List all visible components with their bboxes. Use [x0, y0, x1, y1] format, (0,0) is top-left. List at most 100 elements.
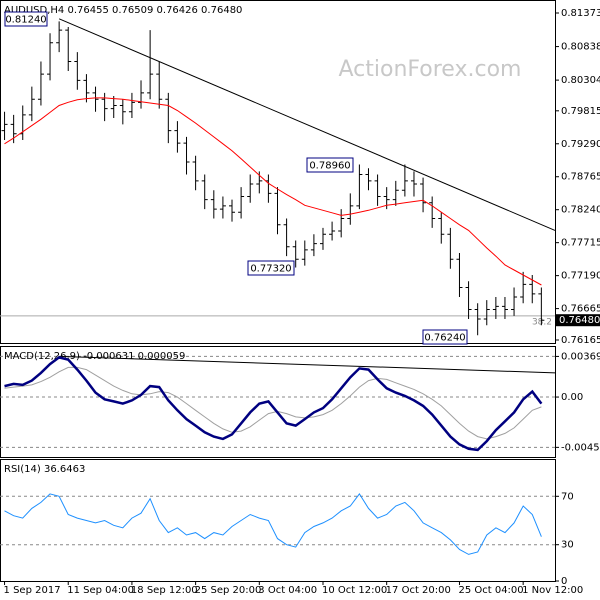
annotation: 0.81240: [5, 15, 46, 26]
y-tick-label: 0.76665: [561, 304, 600, 315]
ohlc-bar: [1, 111, 8, 141]
ohlc-bar: [420, 177, 427, 213]
y-tick-label: 0.76165: [561, 335, 600, 346]
ohlc-bar: [310, 234, 317, 257]
annotation: 0.76240: [424, 333, 465, 344]
ohlc-bar: [219, 196, 226, 219]
ohlc-bar: [92, 86, 99, 112]
last-price-label: 0.76480: [559, 315, 600, 326]
trendline: [59, 355, 556, 374]
y-tick-label: 0.77190: [561, 271, 600, 282]
rsi-panel: [0, 459, 556, 582]
ohlc-bar: [301, 240, 308, 266]
panel-title: AUDUSD,H4 0.76455 0.76509 0.76426 0.7648…: [4, 5, 242, 16]
ohlc-bar: [265, 174, 272, 203]
y-tick-label: 0.003694: [561, 351, 600, 362]
ohlc-bar: [456, 253, 463, 297]
y-tick-label: 0.78765: [561, 172, 600, 183]
x-tick-label: 10 Oct 12:00: [322, 585, 387, 596]
last-price-box: [556, 314, 600, 327]
ohlc-bar: [319, 227, 326, 250]
ohlc-bar: [483, 300, 490, 326]
annotation-box: [306, 157, 354, 173]
ohlc-bar: [474, 303, 481, 336]
ohlc-bar: [247, 174, 254, 203]
panel-title: MACD(12,26,9) -0.000631 0.000059: [4, 351, 185, 362]
ohlc-bar: [47, 33, 54, 81]
y-tick-label: -0.004574: [561, 442, 600, 453]
ohlc-bar: [138, 80, 145, 109]
ohlc-bar: [74, 52, 81, 90]
ohlc-bar: [520, 271, 527, 304]
ohlc-bar: [538, 287, 545, 326]
y-tick-label: 0: [561, 576, 567, 587]
y-tick-label: 0.00: [561, 392, 583, 403]
panel-title: RSI(14) 36.6463: [4, 464, 85, 475]
ohlc-bar: [438, 212, 445, 244]
ohlc-bar: [274, 187, 281, 235]
ohlc-bar: [410, 171, 417, 197]
ohlc-bar: [119, 99, 126, 125]
rsi-line: [4, 493, 542, 555]
x-tick-label: 3 Oct 04:00: [258, 585, 317, 596]
ohlc-bar: [110, 96, 117, 119]
ohlc-bar: [83, 74, 90, 103]
annotation-box: [422, 329, 468, 345]
ohlc-bar: [128, 92, 135, 119]
y-tick-label: 70: [561, 491, 574, 502]
fib-label: 38.2: [532, 317, 552, 327]
annotation-box: [247, 260, 295, 276]
moving-average: [4, 97, 542, 286]
x-tick-label: 17 Oct 20:00: [386, 585, 451, 596]
y-tick-label: 0.80838: [561, 42, 600, 53]
annotation: 0.78960: [309, 161, 350, 172]
ohlc-bar: [338, 209, 345, 238]
ohlc-bar: [65, 26, 72, 71]
x-tick-label: 25 Sep 20:00: [195, 585, 262, 596]
y-tick-label: 0.79815: [561, 106, 600, 117]
macd-panel: [0, 346, 556, 458]
ohlc-bar: [501, 296, 508, 319]
y-tick-label: 0.78240: [561, 205, 600, 216]
price-panel: [0, 0, 556, 344]
y-tick-label: 0.77715: [561, 238, 600, 249]
ohlc-bar: [447, 227, 454, 269]
x-tick-label: 11 Sep 04:00: [67, 585, 134, 596]
ohlc-bar: [101, 92, 108, 122]
ohlc-bar: [492, 296, 499, 319]
trendline: [58, 18, 556, 231]
y-tick-label: 0.80304: [561, 75, 600, 86]
annotation: 0.77320: [250, 264, 291, 275]
ohlc-bar: [392, 180, 399, 206]
ohlc-bar: [429, 196, 436, 228]
ohlc-bar: [165, 92, 172, 144]
watermark: ActionForex.com: [339, 57, 522, 82]
ohlc-bar: [283, 218, 290, 257]
ohlc-bar: [37, 61, 44, 106]
annotation-box: [4, 11, 48, 27]
x-tick-label: 25 Oct 04:00: [458, 585, 523, 596]
ohlc-bar: [147, 30, 154, 100]
ohlc-bar: [56, 21, 63, 53]
ohlc-bar: [401, 164, 408, 197]
ohlc-bar: [28, 86, 35, 122]
ohlc-bar: [192, 155, 199, 191]
macd-line: [4, 356, 543, 452]
ohlc-bar: [465, 281, 472, 319]
ohlc-bar: [365, 168, 372, 191]
x-tick-label: 1 Nov 12:00: [522, 585, 583, 596]
y-tick-label: 0.81373: [561, 8, 600, 19]
ohlc-bar: [292, 240, 299, 268]
ohlc-bar: [347, 193, 354, 225]
ohlc-bar: [174, 121, 181, 153]
ohlc-bar: [238, 187, 245, 219]
signal-line: [4, 366, 542, 440]
ohlc-bar: [511, 287, 518, 316]
ohlc-bar: [329, 221, 336, 241]
ohlc-bar: [229, 199, 236, 222]
y-tick-label: 0.79290: [561, 139, 600, 150]
ohlc-bar: [19, 105, 26, 141]
ohlc-bar: [201, 174, 208, 210]
x-tick-label: 18 Sep 12:00: [131, 585, 198, 596]
